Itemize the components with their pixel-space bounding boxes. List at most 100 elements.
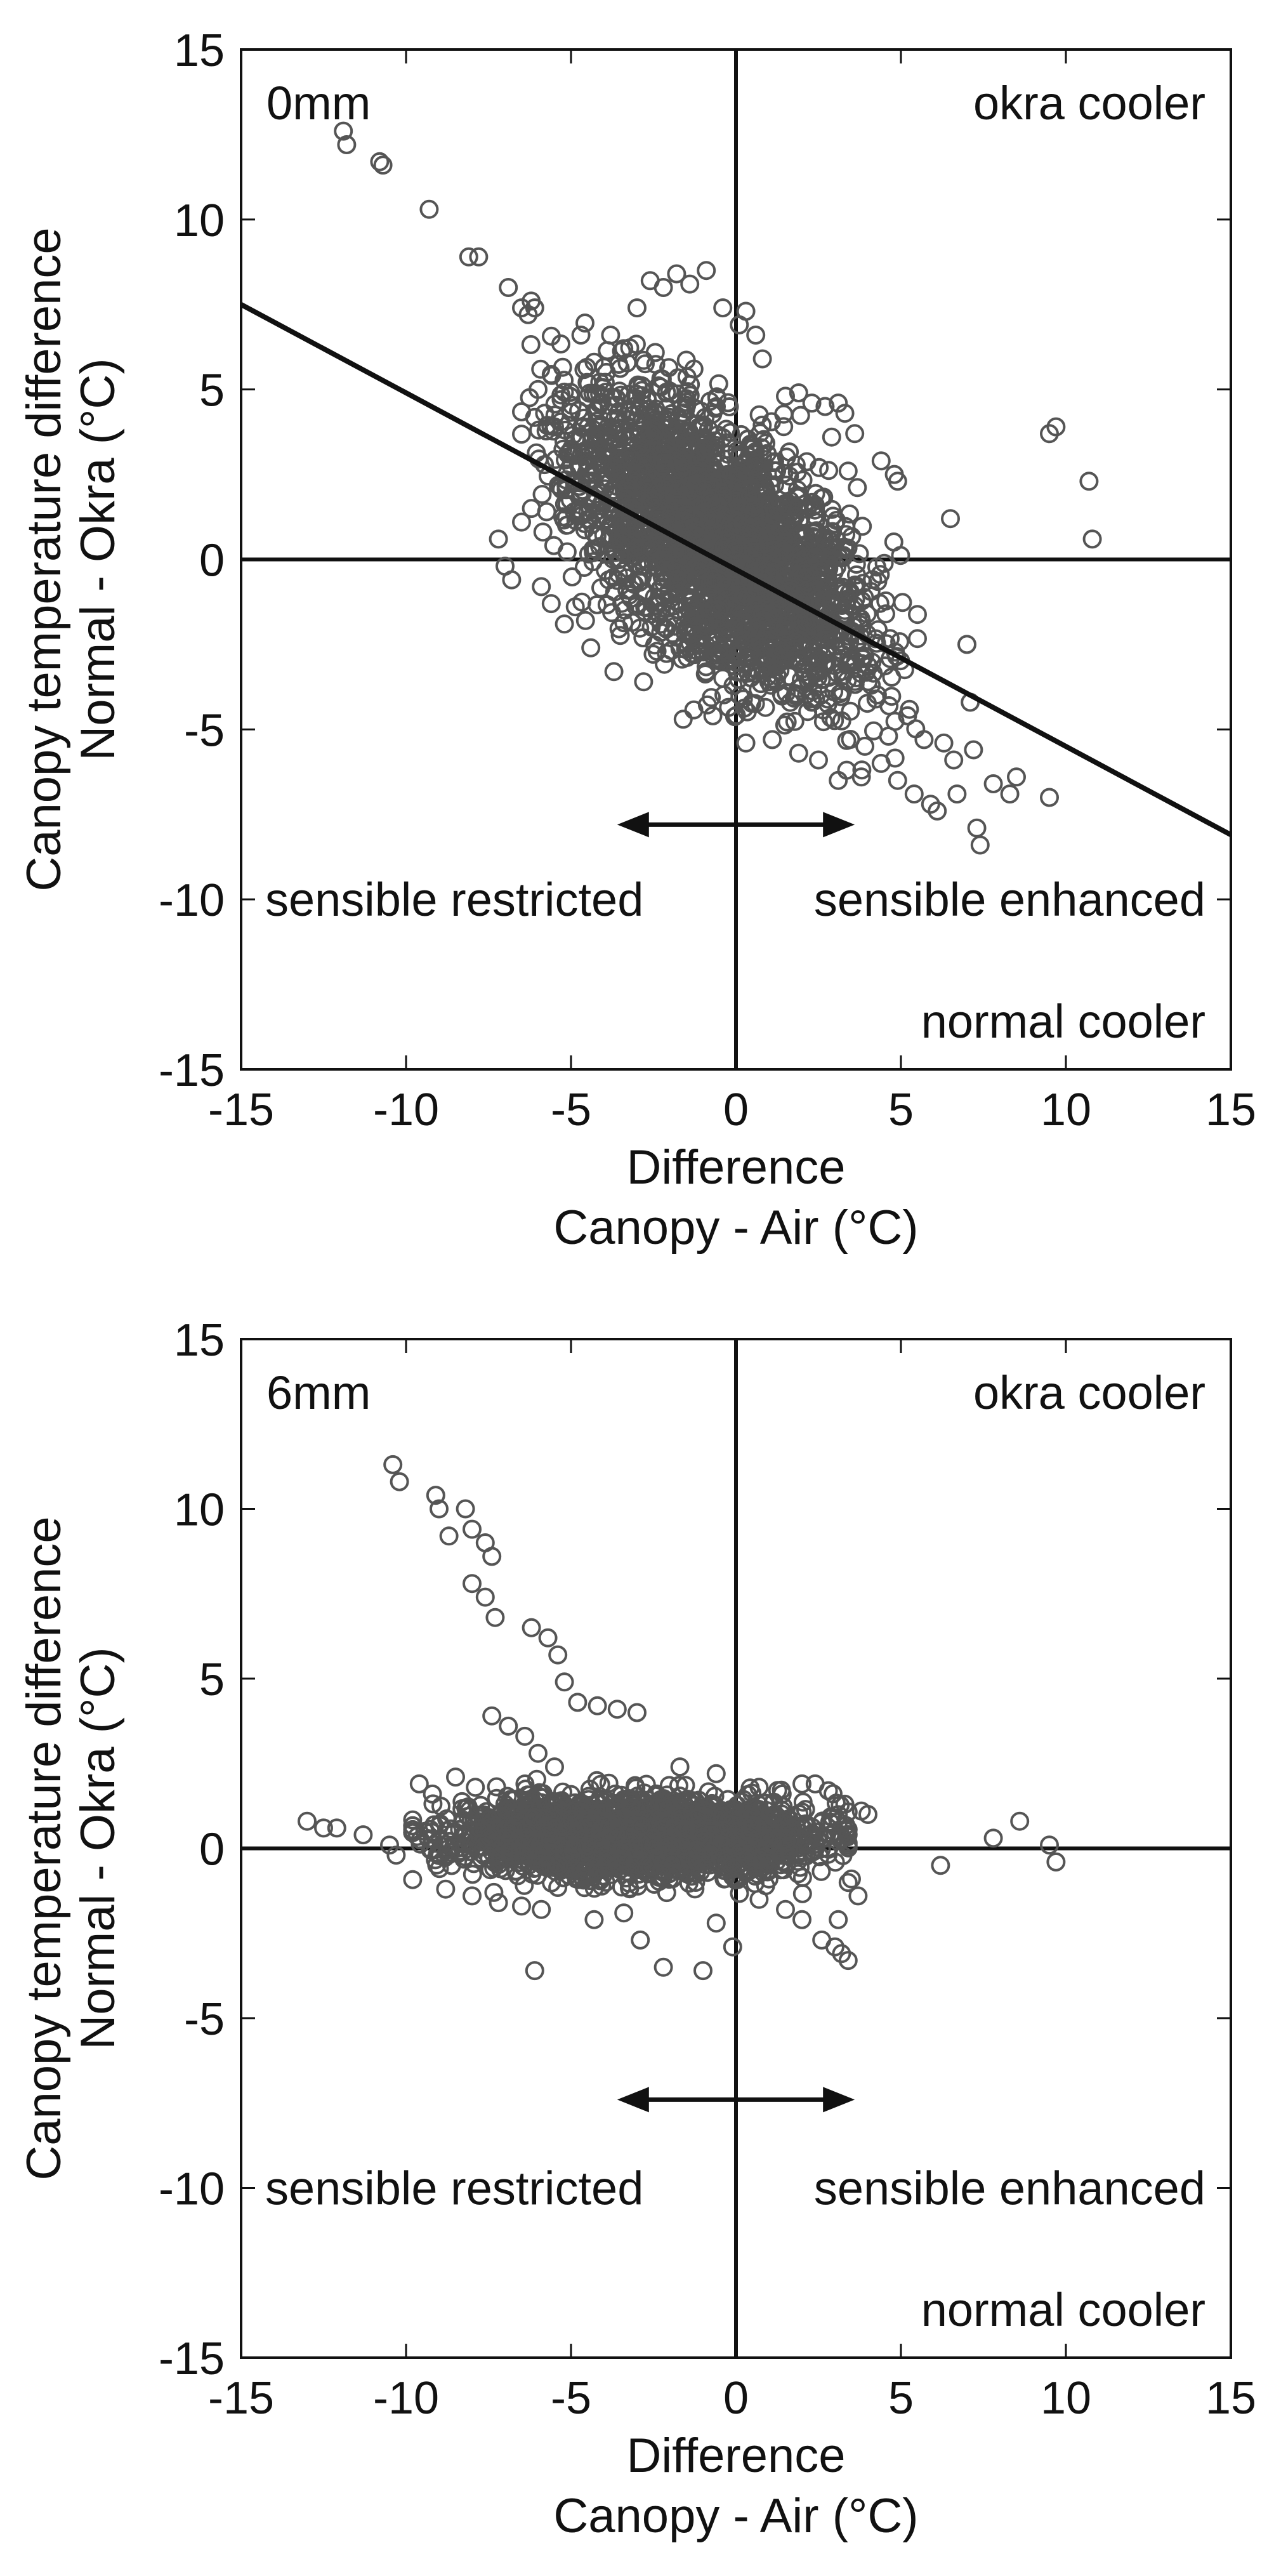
data-point xyxy=(626,468,645,487)
data-point xyxy=(702,600,721,619)
data-point xyxy=(608,403,628,423)
data-point xyxy=(789,743,808,763)
x-tick-label: 5 xyxy=(888,2373,914,2424)
data-point xyxy=(419,1829,438,1849)
data-point xyxy=(882,668,902,687)
data-point xyxy=(678,1863,698,1882)
data-point xyxy=(686,562,706,581)
data-point xyxy=(1040,788,1059,807)
data-point xyxy=(655,475,674,494)
data-point xyxy=(667,562,686,582)
data-point xyxy=(634,522,654,541)
y-tick-label: -15 xyxy=(159,2334,225,2384)
panel-label: 0mm xyxy=(266,77,371,129)
data-point xyxy=(512,298,531,318)
data-point xyxy=(643,644,663,664)
data-point xyxy=(669,1776,688,1795)
data-point xyxy=(678,647,697,667)
data-point xyxy=(643,426,662,446)
data-point xyxy=(575,611,595,630)
data-point xyxy=(512,425,531,444)
data-point xyxy=(725,559,745,579)
data-point xyxy=(777,1855,796,1874)
data-point xyxy=(822,539,841,558)
data-point xyxy=(746,457,766,477)
data-point xyxy=(851,767,871,787)
data-point xyxy=(802,692,822,712)
y-axis-title-line2: Normal - Okra (°C) xyxy=(71,358,125,760)
data-point xyxy=(774,404,794,424)
annotation-sensible-restricted: sensible restricted xyxy=(265,873,643,926)
y-tick-label: -10 xyxy=(159,2164,225,2215)
data-point xyxy=(774,417,794,437)
data-point xyxy=(777,712,797,732)
data-point xyxy=(947,784,967,804)
data-point xyxy=(852,760,872,780)
data-point xyxy=(674,511,694,531)
data-point xyxy=(824,682,844,701)
data-point xyxy=(794,616,813,635)
annotation-sensible-enhanced: sensible enhanced xyxy=(814,873,1205,926)
data-point xyxy=(789,383,808,402)
data-point xyxy=(745,694,765,713)
arrow-right-head xyxy=(823,812,855,838)
data-point xyxy=(765,524,784,543)
data-point xyxy=(469,247,489,267)
data-point xyxy=(572,418,591,437)
data-point xyxy=(680,274,700,294)
data-point xyxy=(585,503,605,523)
data-point xyxy=(685,606,705,626)
data-point xyxy=(888,472,907,491)
data-point xyxy=(631,551,651,571)
data-point xyxy=(756,697,775,717)
data-point xyxy=(710,644,729,663)
data-point xyxy=(463,1865,482,1884)
data-point xyxy=(786,686,805,706)
data-point xyxy=(533,522,553,542)
data-point xyxy=(561,439,581,459)
data-point xyxy=(697,261,716,281)
data-point xyxy=(824,1784,843,1804)
data-point xyxy=(788,480,807,499)
data-point xyxy=(571,326,591,345)
y-axis-title-line1: Canopy temperature difference xyxy=(17,227,71,891)
data-point xyxy=(693,415,713,435)
data-point xyxy=(601,326,621,345)
data-point xyxy=(337,135,357,154)
data-point xyxy=(703,404,723,424)
data-point xyxy=(541,594,561,614)
data-point xyxy=(817,571,836,590)
x-tick-label: -15 xyxy=(208,1085,274,1135)
data-point xyxy=(489,529,508,549)
data-point xyxy=(833,682,852,701)
data-point xyxy=(625,574,645,594)
data-point xyxy=(607,456,626,475)
data-point xyxy=(731,444,751,464)
data-point xyxy=(557,542,577,562)
data-point xyxy=(452,1792,472,1811)
data-point xyxy=(594,506,614,525)
data-point xyxy=(574,558,594,577)
data-point xyxy=(789,487,809,507)
data-point xyxy=(775,616,795,636)
data-point xyxy=(801,1842,820,1862)
data-point xyxy=(914,730,934,750)
data-point xyxy=(893,593,912,612)
data-point xyxy=(639,553,659,572)
data-point xyxy=(928,801,947,821)
data-point xyxy=(967,818,987,838)
data-point xyxy=(634,672,653,692)
data-point xyxy=(607,389,626,409)
data-point xyxy=(790,652,810,671)
data-point xyxy=(746,326,766,345)
data-point xyxy=(822,594,841,614)
data-point xyxy=(707,436,726,455)
data-point xyxy=(647,642,667,661)
x-tick-label: -5 xyxy=(551,1085,591,1135)
data-point xyxy=(518,305,538,324)
data-point xyxy=(1040,424,1059,444)
data-point xyxy=(882,687,902,706)
data-point xyxy=(785,711,804,731)
y-tick-label: 15 xyxy=(174,1315,225,1366)
data-point xyxy=(582,515,602,534)
